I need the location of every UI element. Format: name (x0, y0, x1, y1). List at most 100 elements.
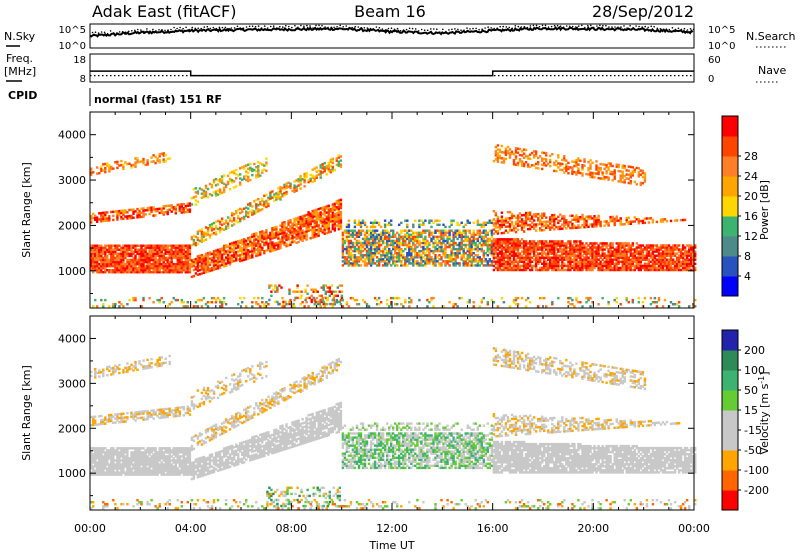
heatmap-cell (450, 223, 453, 227)
heatmap-cell (649, 248, 653, 251)
heatmap-cell (96, 216, 99, 219)
heatmap-cell (625, 216, 628, 220)
heatmap-cell (543, 246, 546, 249)
heatmap-cell (174, 244, 178, 247)
heatmap-cell (506, 221, 510, 224)
heatmap-cell (120, 271, 123, 274)
heatmap-cell (589, 268, 592, 272)
heatmap-cell (390, 256, 393, 259)
heatmap-cell (353, 264, 357, 267)
heatmap-cell (444, 243, 447, 247)
nsearch-point (354, 25, 357, 28)
heatmap-cell (377, 235, 381, 239)
nsearch-point (487, 26, 489, 28)
heatmap-cell (94, 252, 97, 256)
heatmap-cell (210, 194, 214, 197)
heatmap-cell (142, 248, 145, 252)
heatmap-cell (307, 219, 310, 222)
heatmap-cell (551, 268, 554, 272)
heatmap-cell (383, 256, 387, 259)
heatmap-cell (591, 264, 594, 268)
heatmap-cell (599, 260, 602, 264)
heatmap-cell (460, 243, 463, 247)
heatmap-cell (283, 241, 286, 244)
heatmap-cell (541, 229, 544, 232)
heatmap-cell (462, 252, 465, 255)
heatmap-cell (190, 197, 194, 200)
heatmap-cell (434, 229, 437, 232)
heatmap-cell (597, 222, 600, 226)
heatmap-cell (516, 242, 520, 245)
heatmap-cell (138, 256, 141, 260)
heatmap-cell (557, 242, 560, 245)
heatmap-cell (124, 211, 127, 214)
heatmap-cell (653, 258, 657, 261)
heatmap-cell (140, 250, 143, 254)
heatmap-cell (545, 242, 548, 245)
heatmap-cell (555, 225, 558, 229)
heatmap-cell (130, 262, 133, 266)
heatmap-cell (573, 266, 576, 270)
heatmap-cell (627, 248, 631, 251)
heatmap-cell (353, 225, 357, 229)
heatmap-cell (222, 228, 226, 232)
heatmap-cell (343, 239, 347, 243)
heatmap-cell (349, 254, 353, 257)
heatmap-cell (239, 257, 242, 261)
heatmap-cell (241, 242, 244, 246)
heatmap-cell (406, 264, 409, 267)
heatmap-cell (685, 244, 689, 247)
heatmap-cell (307, 221, 310, 224)
heatmap-cell (275, 231, 278, 235)
heatmap-cell (291, 222, 294, 225)
heatmap-cell (458, 247, 461, 251)
heatmap-cell (549, 246, 552, 249)
heatmap-cell (301, 215, 304, 218)
heatmap-cell (575, 258, 578, 261)
heatmap-cell (196, 236, 200, 240)
heatmap-cell (339, 219, 343, 222)
heatmap-cell (472, 241, 475, 245)
heatmap-cell (166, 258, 169, 262)
heatmap-cell (331, 217, 335, 221)
heatmap-cell (309, 212, 312, 215)
heatmap-cell (671, 244, 675, 247)
heatmap-cell (230, 214, 234, 217)
heatmap-cell (178, 254, 182, 258)
heatmap-cell (587, 268, 590, 272)
heatmap-cell (514, 238, 518, 241)
heatmap-cell (621, 254, 624, 257)
heatmap-cell (218, 188, 222, 191)
heatmap-cell (269, 191, 272, 194)
heatmap-cell (355, 233, 359, 237)
heatmap-cell (116, 160, 119, 164)
heatmap-cell (692, 264, 695, 268)
heatmap-cell (412, 225, 415, 229)
heatmap-cell (543, 214, 546, 217)
heatmap-cell (287, 238, 290, 241)
heatmap-cell (561, 244, 564, 247)
heatmap-cell (184, 204, 188, 208)
heatmap-cell (174, 212, 178, 215)
heatmap-cell (196, 267, 200, 270)
heatmap-cell (645, 217, 649, 220)
heatmap-cell (379, 237, 383, 241)
heatmap-cell (671, 258, 675, 261)
heatmap-cell (235, 253, 238, 256)
heatmap-cell (577, 266, 580, 270)
heatmap-cell (504, 244, 508, 247)
heatmap-cell (212, 221, 216, 225)
nsearch-point (369, 27, 372, 30)
heatmap-cell (138, 254, 141, 258)
heatmap-cell (305, 219, 308, 223)
heatmap-cell (448, 256, 451, 259)
heatmap-cell (174, 262, 178, 266)
heatmap-cell (563, 250, 566, 253)
heatmap-cell (265, 228, 268, 232)
heatmap-cell (104, 244, 107, 247)
heatmap-cell (589, 242, 592, 245)
heatmap-cell (613, 217, 616, 221)
heatmap-cell (253, 234, 256, 238)
heatmap-cell (204, 234, 208, 237)
heatmap-cell (170, 246, 173, 249)
